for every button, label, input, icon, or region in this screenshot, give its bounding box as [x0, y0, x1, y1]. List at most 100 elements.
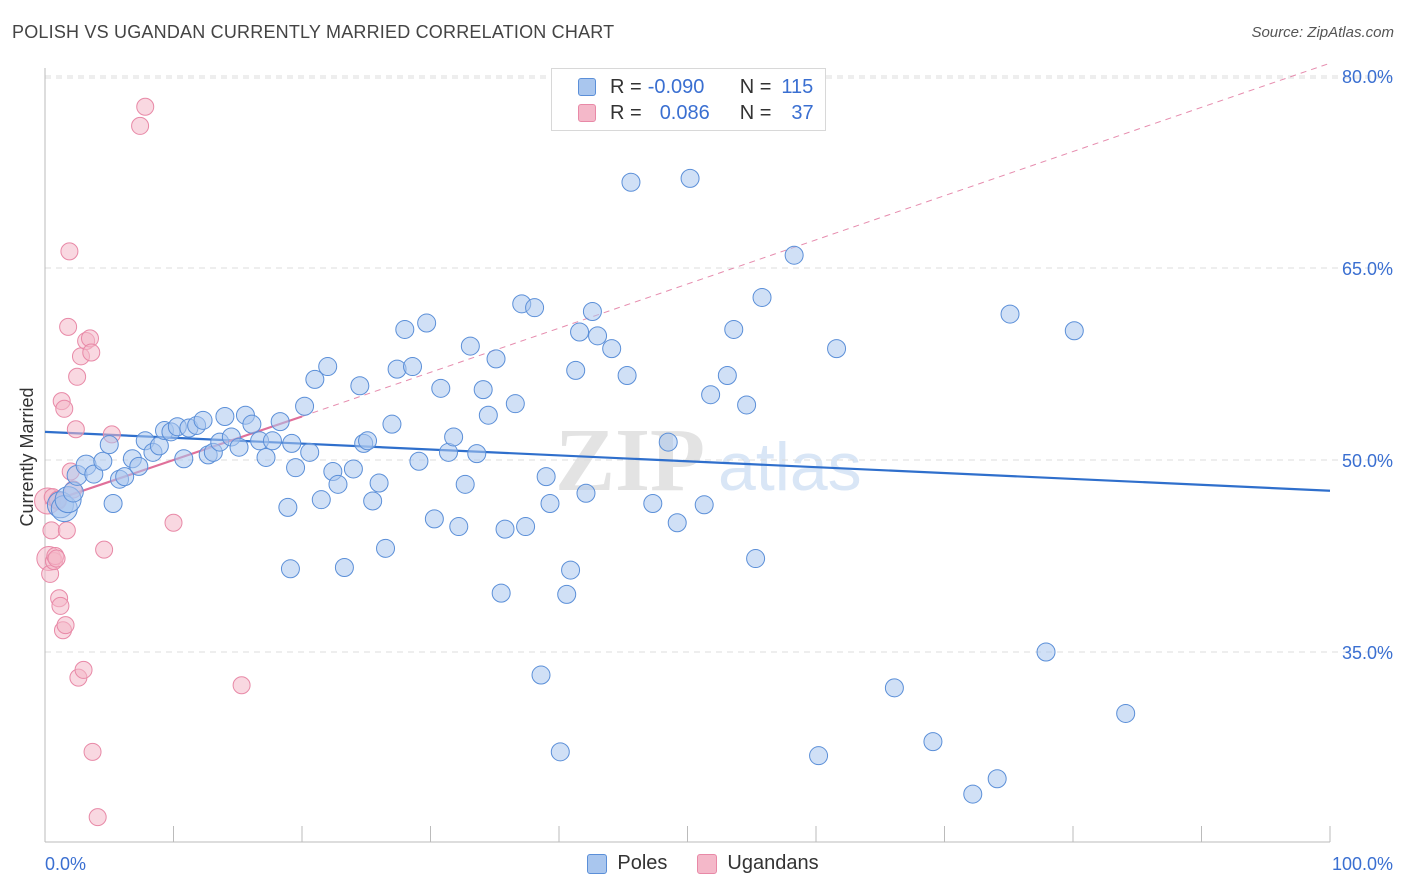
poles-point [701, 385, 721, 405]
ugandans-point [60, 242, 79, 261]
bottom-legend-poles[interactable]: Poles [587, 852, 667, 875]
poles-point [582, 302, 602, 322]
ugandans-point [164, 513, 183, 532]
poles-point [694, 495, 714, 515]
poles-point [282, 433, 302, 453]
poles-point [717, 366, 737, 386]
poles-point [363, 491, 383, 511]
poles-point [531, 665, 551, 685]
ugandans-point [57, 521, 76, 540]
legend-r-value-poles: -0.090 [647, 75, 705, 98]
poles-point [525, 298, 545, 318]
legend-row-ugandans: R = 0.086 N = 37 [578, 101, 814, 125]
poles-point [262, 431, 282, 451]
ugandans-point [83, 742, 102, 761]
poles-point [193, 410, 213, 430]
poles-point [557, 584, 577, 604]
legend-r-label: R = [610, 75, 642, 98]
poles-point [746, 549, 766, 569]
poles-point [486, 349, 506, 369]
ugandans-point [55, 399, 74, 418]
bottom-legend-ugandans[interactable]: Ugandans [697, 852, 819, 875]
legend-n-value-ugandans: 37 [791, 101, 814, 124]
poles-point [987, 769, 1007, 789]
poles-point [409, 451, 429, 471]
poles-point [809, 746, 829, 766]
ugandans-point [59, 317, 78, 336]
poles-point [576, 483, 596, 503]
y-tick-label: 35.0% [1342, 643, 1393, 663]
legend-n-label: N = [739, 101, 772, 124]
poles-point [103, 494, 123, 514]
ugandans-point [47, 549, 66, 568]
ugandans-point [42, 521, 61, 540]
poles-point [505, 394, 525, 414]
poles-point [516, 517, 536, 537]
poles-point [602, 339, 622, 359]
ugandans-point [51, 596, 70, 615]
poles-point [550, 742, 570, 762]
poles-point [588, 326, 608, 346]
poles-point [724, 319, 744, 339]
ugandans-trend-line [44, 415, 303, 505]
poles-point [174, 449, 194, 469]
poles-point [963, 784, 983, 804]
poles-point [431, 378, 451, 398]
poles-point [495, 519, 515, 539]
poles-point [334, 558, 354, 578]
poles-point [403, 357, 423, 377]
poles-point [115, 467, 135, 487]
poles-point [923, 732, 943, 752]
poles-point [305, 369, 325, 389]
poles-point [358, 431, 378, 451]
poles-point [460, 336, 480, 356]
legend-r-value-ugandans: 0.086 [659, 101, 710, 124]
ugandans-point [232, 676, 251, 695]
poles-point [1000, 304, 1020, 324]
legend-r-label: R = [610, 101, 642, 124]
legend-swatch-poles [578, 78, 596, 96]
x-tick-label: 100.0% [1332, 854, 1393, 874]
bottom-legend-swatch-ugandans [697, 853, 718, 874]
ugandans-point [66, 420, 85, 439]
poles-point [566, 360, 586, 380]
poles-point [129, 456, 149, 476]
poles-point [229, 437, 249, 457]
poles-point [270, 412, 290, 432]
poles-point [99, 435, 119, 455]
poles-point [300, 442, 320, 462]
poles-point [256, 447, 276, 467]
poles-point [643, 494, 663, 514]
poles-point [444, 427, 464, 447]
poles-point [680, 168, 700, 188]
poles-point [752, 287, 772, 307]
poles-point [784, 245, 804, 265]
poles-point [540, 494, 560, 514]
poles-point [382, 414, 402, 434]
poles-point [215, 406, 235, 426]
poles-point [343, 459, 363, 479]
legend-n-label: N = [739, 75, 772, 98]
poles-point [467, 444, 487, 464]
bottom-legend: Poles Ugandans [0, 852, 1406, 875]
ugandans-point [95, 540, 114, 559]
poles-point [376, 538, 396, 558]
ugandans-point [82, 343, 101, 362]
poles-point [1064, 321, 1084, 341]
source-label: Source: ZipAtlas.com [1251, 24, 1394, 41]
poles-point [280, 559, 300, 579]
poles-point [449, 517, 469, 537]
poles-point [1116, 703, 1136, 723]
bottom-legend-label-ugandans: Ugandans [727, 852, 819, 874]
poles-point [93, 451, 113, 471]
axes [44, 68, 1331, 843]
poles-point [884, 678, 904, 698]
ugandans-point [136, 97, 155, 116]
poles-point [295, 396, 315, 416]
poles-point [737, 395, 757, 415]
chart-title: POLISH VS UGANDAN CURRENTLY MARRIED CORR… [12, 22, 615, 42]
ugandans-point [56, 616, 75, 635]
ugandans-trend-extension [301, 62, 1331, 417]
poles-point [617, 366, 637, 386]
